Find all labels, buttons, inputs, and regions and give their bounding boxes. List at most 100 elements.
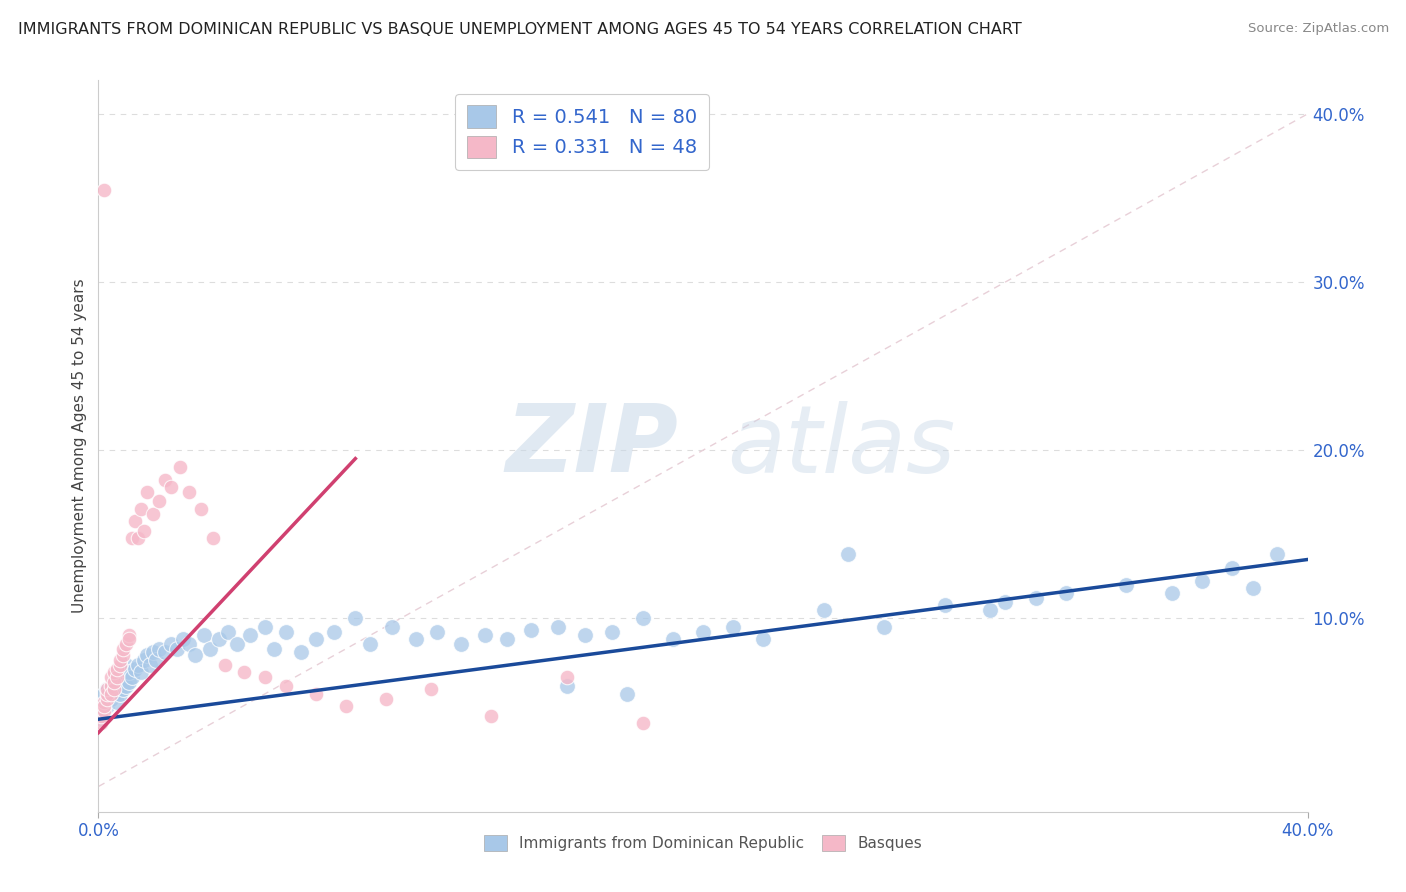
Point [381,620,404,634]
Point [142,507,165,521]
Point [153,474,176,488]
Point [169,460,191,475]
Point [103,675,125,690]
Point [190,502,212,516]
Text: IMMIGRANTS FROM DOMINICAN REPUBLIC VS BASQUE UNEMPLOYMENT AMONG AGES 45 TO 54 YE: IMMIGRANTS FROM DOMINICAN REPUBLIC VS BA… [18,22,1022,37]
Point [202,531,225,545]
Point [323,624,346,639]
Point [934,598,956,612]
Point [474,628,496,642]
Point [96,698,118,713]
Point [100,679,122,693]
Point [127,658,149,673]
Point [118,628,141,642]
Point [111,648,134,663]
Point [135,648,157,663]
Point [100,692,122,706]
Point [1160,586,1182,600]
Point [93,183,115,197]
Point [114,658,136,673]
Point [93,704,115,718]
Point [994,594,1017,608]
Point [93,687,115,701]
Point [100,687,122,701]
Point [108,687,131,701]
Legend: Immigrants from Dominican Republic, Basques: Immigrants from Dominican Republic, Basq… [477,827,929,859]
Point [93,698,115,713]
Point [93,695,115,709]
Point [179,485,201,500]
Point [547,620,569,634]
Point [184,648,207,663]
Point [105,670,128,684]
Point [555,679,578,693]
Point [426,624,449,639]
Point [124,662,146,676]
Point [114,636,136,650]
Point [979,603,1001,617]
Point [631,715,654,730]
Point [132,524,155,538]
Point [274,624,297,639]
Point [226,636,249,650]
Point [142,645,165,659]
Point [374,692,396,706]
Point [172,632,194,646]
Point [1054,586,1077,600]
Point [105,670,128,684]
Point [90,712,112,726]
Point [129,502,152,516]
Point [360,636,382,650]
Point [145,653,167,667]
Point [813,603,835,617]
Point [232,665,254,680]
Point [96,681,118,696]
Point [160,636,183,650]
Point [96,692,118,706]
Point [100,670,122,684]
Point [616,687,638,701]
Point [103,675,125,690]
Point [631,611,654,625]
Point [121,670,143,684]
Point [1267,548,1289,562]
Point [344,611,367,625]
Point [166,641,188,656]
Point [305,632,328,646]
Point [1024,591,1046,606]
Point [96,687,118,701]
Point [274,679,297,693]
Point [111,662,134,676]
Point [90,715,112,730]
Point [253,620,276,634]
Point [752,632,775,646]
Point [118,632,141,646]
Point [103,687,125,701]
Point [305,687,328,701]
Point [179,636,201,650]
Point [555,670,578,684]
Point [121,531,143,545]
Point [335,698,357,713]
Point [1191,574,1213,589]
Point [160,480,183,494]
Point [208,632,231,646]
Point [450,636,472,650]
Point [96,681,118,696]
Point [214,658,236,673]
Point [405,632,427,646]
Point [1115,578,1137,592]
Point [148,641,170,656]
Point [118,675,141,690]
Point [1241,581,1264,595]
Point [148,493,170,508]
Point [100,679,122,693]
Point [108,653,131,667]
Point [661,632,683,646]
Point [135,485,157,500]
Point [1220,561,1243,575]
Point [153,645,176,659]
Point [873,620,896,634]
Point [837,548,859,562]
Point [200,641,222,656]
